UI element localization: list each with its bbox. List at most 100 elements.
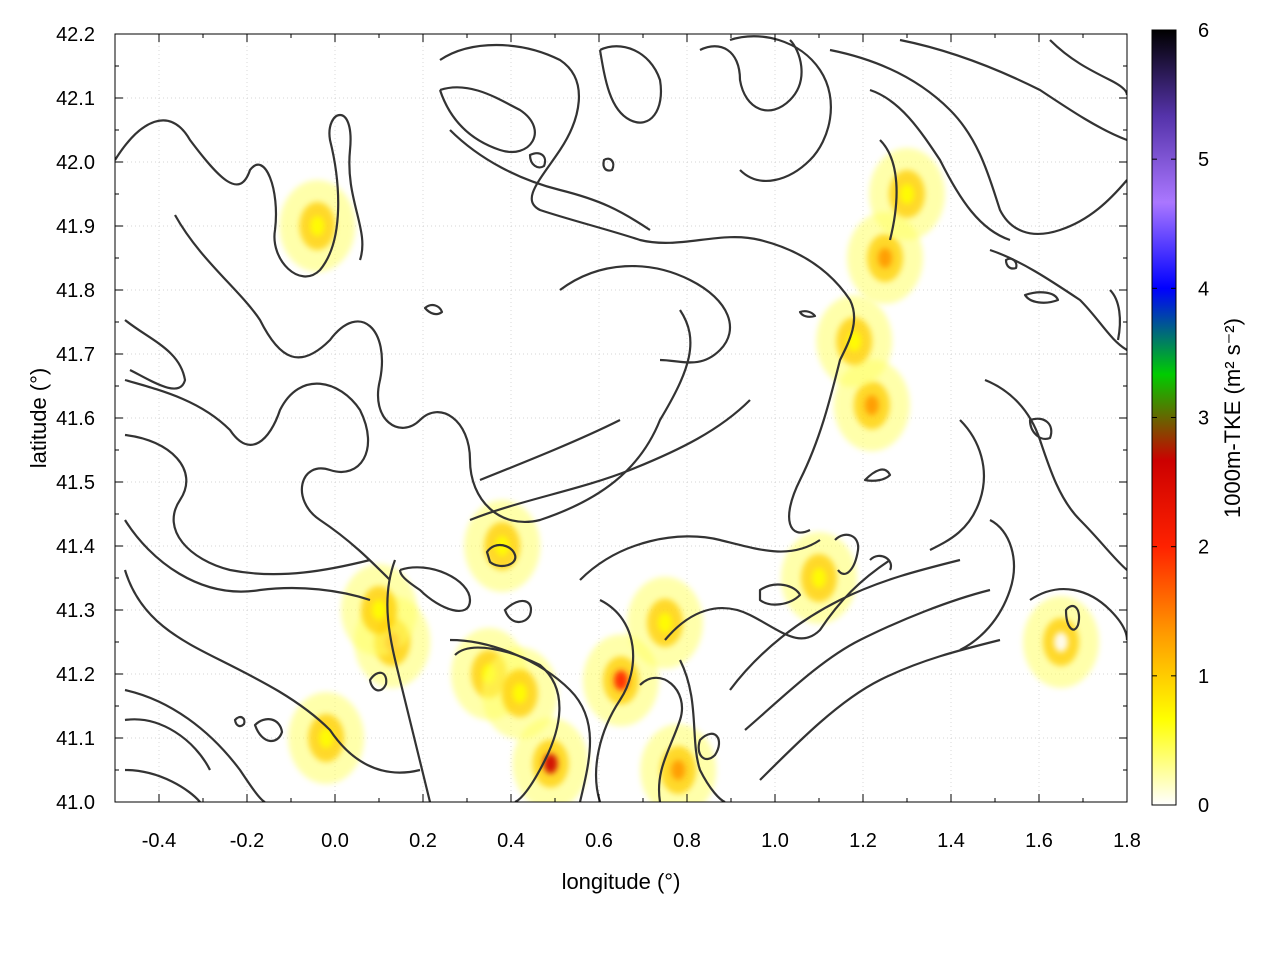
y-tick-label: 41.7: [56, 344, 95, 366]
colorbar-tick-label: 2: [1198, 537, 1209, 559]
colorbar-tick-label: 1: [1198, 666, 1209, 688]
contour-line: [602, 157, 615, 172]
y-tick-label: 42.2: [56, 24, 95, 46]
tke-core: [671, 760, 686, 780]
contour-line: [984, 378, 1127, 571]
contour-line: [869, 88, 1011, 242]
tke-core: [614, 670, 628, 691]
contour-line: [879, 139, 898, 241]
contour-line: [834, 533, 860, 575]
contour-line: [1028, 417, 1053, 440]
contour-line: [1049, 39, 1127, 96]
colorbar-tick-label: 3: [1198, 408, 1209, 430]
x-tick-label: 1.2: [849, 830, 877, 852]
colorbar-ticks: 0 1 2 3 4 5 6: [1152, 20, 1209, 817]
contour-line: [1023, 291, 1060, 304]
contour-line: [697, 732, 721, 761]
contour-line: [729, 558, 961, 691]
x-tick-label: 0.0: [321, 830, 349, 852]
y-tick-label: 41.3: [56, 600, 95, 622]
x-tick-label: -0.2: [230, 830, 264, 852]
contour-line: [528, 152, 547, 169]
x-axis: -0.4 -0.2 0.0 0.2 0.4 0.6 0.8 1.0 1.2 1.4 1.6 1.8: [142, 34, 1141, 852]
contour-line: [744, 588, 991, 731]
contour-line: [829, 48, 1127, 235]
y-tick-label: 41.2: [56, 664, 95, 686]
contour-line: [959, 519, 1015, 651]
colorbar-tick-label: 6: [1198, 20, 1209, 42]
contour-line: [869, 554, 893, 571]
contour-line: [124, 319, 187, 390]
y-axis: 41.0 41.1 41.2 41.3 41.4 41.5 41.6 41.7 41.8 41.9…: [56, 24, 1127, 814]
tke-core: [310, 216, 325, 236]
colorbar-tick-label: 0: [1198, 795, 1209, 817]
tke-core: [658, 612, 672, 633]
colorbar-tick-label: 4: [1198, 278, 1209, 300]
colorbar-label: 1000m-TKE (m² s⁻²): [1220, 318, 1245, 518]
contour-line: [1004, 257, 1018, 270]
contour-line: [124, 718, 211, 771]
tke-core: [543, 753, 558, 774]
contour-line: [124, 688, 266, 802]
contour-line: [423, 303, 444, 316]
y-tick-label: 41.8: [56, 280, 95, 302]
contour-line: [233, 715, 246, 728]
tke-core: [864, 395, 879, 416]
x-tick-label: 1.0: [761, 830, 789, 852]
y-tick-label: 41.6: [56, 408, 95, 430]
contour-line: [124, 768, 201, 802]
tke-core: [900, 184, 914, 204]
contour-line: [863, 468, 892, 482]
contour-line: [559, 264, 732, 364]
contour-line: [398, 566, 472, 612]
contour-line: [454, 646, 561, 802]
contour-line: [899, 38, 1127, 142]
contour-line: [699, 39, 803, 112]
x-tick-label: 0.2: [409, 830, 437, 852]
y-tick-label: 42.1: [56, 88, 95, 110]
y-tick-label: 41.4: [56, 536, 95, 558]
tke-core: [372, 600, 386, 620]
x-tick-label: 1.6: [1025, 830, 1053, 852]
x-tick-label: -0.4: [142, 830, 176, 852]
x-tick-label: 1.8: [1113, 830, 1141, 852]
x-tick-label: 0.6: [585, 830, 613, 852]
contour-line: [439, 43, 856, 534]
contour-line: [485, 543, 517, 568]
contour-line: [503, 599, 533, 623]
contour-line: [664, 559, 891, 641]
tke-core: [812, 568, 826, 588]
y-tick-label: 41.1: [56, 728, 95, 750]
contour-line: [579, 535, 821, 581]
contour-line: [639, 676, 683, 802]
contour-line: [598, 45, 663, 124]
contour-line: [594, 599, 635, 802]
contour-line: [929, 419, 985, 551]
y-tick-label: 41.5: [56, 472, 95, 494]
x-tick-label: 0.8: [673, 830, 701, 852]
contour-line: [124, 378, 391, 581]
contour-line: [798, 310, 817, 318]
terrain-contours: [115, 35, 1127, 802]
y-tick-label: 42.0: [56, 152, 95, 174]
contour-line: [123, 569, 421, 774]
contour-line: [758, 583, 802, 606]
y-tick-label: 41.0: [56, 792, 95, 814]
contour-line: [1064, 604, 1081, 631]
x-axis-label: longitude (°): [562, 869, 681, 894]
tke-core: [512, 683, 527, 704]
contour-line: [253, 718, 284, 742]
colorbar-tick-label: 5: [1198, 149, 1209, 171]
contour-line: [679, 659, 726, 802]
tke-core: [319, 728, 334, 748]
contour-line: [479, 419, 621, 482]
y-axis-label: latitude (°): [26, 368, 51, 469]
contour-line: [469, 399, 751, 522]
contour-line: [438, 86, 536, 153]
contour-line: [449, 638, 592, 802]
contour-line: [124, 433, 371, 576]
tke-core: [878, 248, 892, 268]
contour-line: [124, 519, 371, 602]
contour-line: [1109, 289, 1121, 341]
